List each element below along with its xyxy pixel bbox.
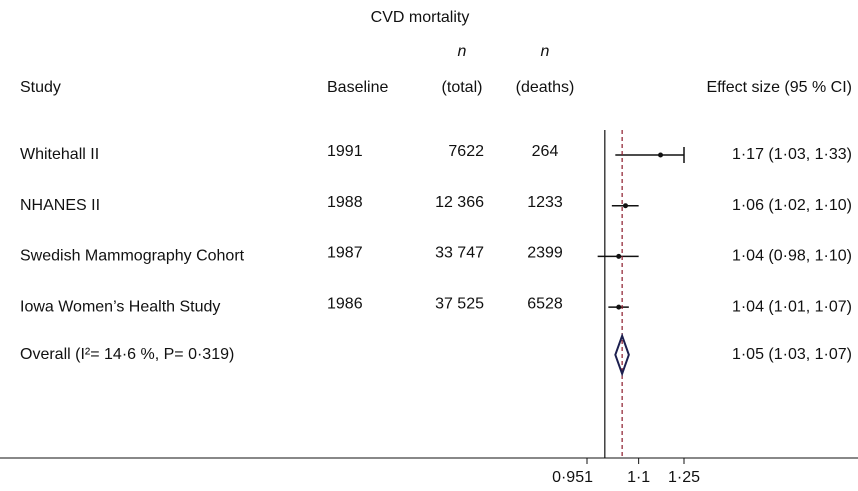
effect-label: 1·04 (1·01, 1·07) — [732, 298, 852, 315]
column-header: Effect size (95 % CI) — [706, 79, 852, 96]
plot-area — [597, 154, 685, 308]
overall-diamond — [614, 332, 630, 377]
effect-label: 1·04 (0·98, 1·10) — [732, 248, 852, 265]
n-deaths: 6528 — [527, 295, 563, 312]
point-estimate — [616, 253, 622, 259]
column-header: n — [458, 43, 467, 60]
study-name: NHANES II — [20, 197, 100, 214]
study-name: Whitehall II — [20, 146, 99, 163]
baseline: 1987 — [327, 245, 363, 262]
n-total: 37 525 — [435, 295, 484, 312]
x-tick-label: 0·951 — [552, 469, 593, 486]
x-tick-label: 1·25 — [668, 469, 700, 486]
n-deaths: 264 — [532, 143, 559, 160]
n-deaths: 2399 — [527, 245, 563, 262]
column-header: (deaths) — [516, 79, 575, 96]
chart-title: CVD mortality — [371, 9, 470, 26]
overall-name: Overall (I²= 14·6 %, P= 0·319) — [20, 346, 234, 363]
effect-label: 1·17 (1·03, 1·33) — [732, 146, 852, 163]
n-total: 33 747 — [435, 245, 484, 262]
n-deaths: 1233 — [527, 194, 563, 211]
study-name: Swedish Mammography Cohort — [20, 248, 245, 265]
baseline: 1986 — [327, 295, 363, 312]
column-header: n — [541, 43, 550, 60]
baseline: 1988 — [327, 194, 363, 211]
effect-label: 1·06 (1·02, 1·10) — [732, 197, 852, 214]
point-estimate — [623, 203, 629, 209]
baseline: 1991 — [327, 143, 363, 160]
n-total: 7622 — [448, 143, 484, 160]
n-total: 12 366 — [435, 194, 484, 211]
study-name: Iowa Women’s Health Study — [20, 298, 220, 315]
column-header: (total) — [442, 79, 483, 96]
column-header: Study — [20, 79, 61, 96]
effect-label: 1·05 (1·03, 1·07) — [732, 346, 852, 363]
x-tick-label: 1·1 — [627, 469, 650, 486]
column-header: Baseline — [327, 79, 388, 96]
point-estimate — [658, 152, 664, 158]
point-estimate — [616, 304, 622, 310]
